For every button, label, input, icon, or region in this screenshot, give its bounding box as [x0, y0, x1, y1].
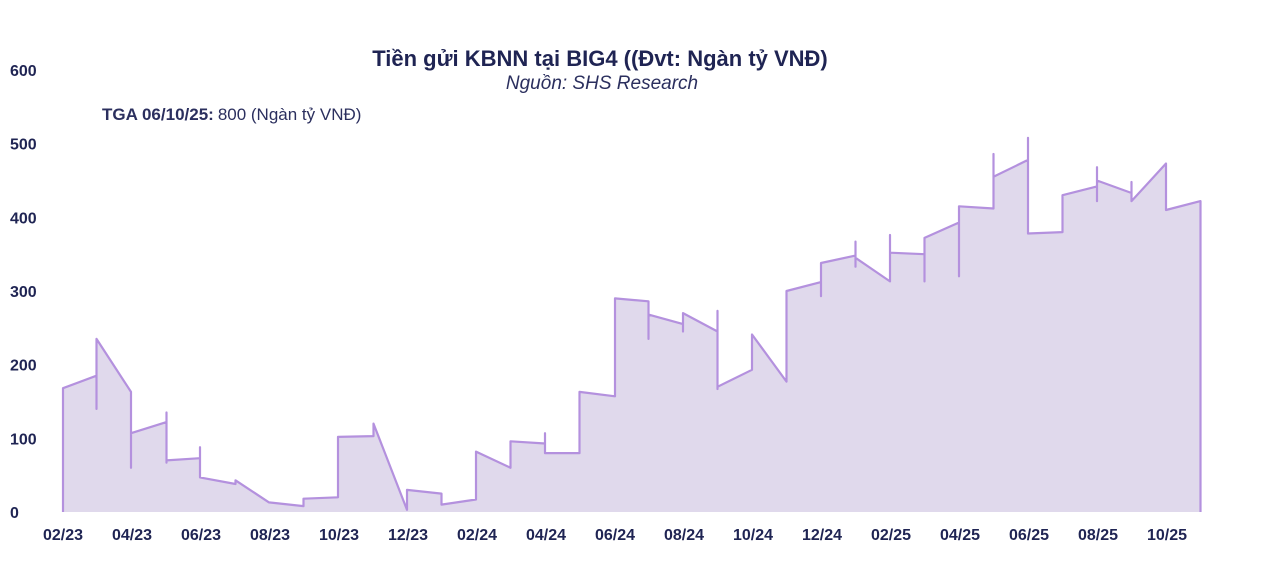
chart-title: Tiền gửi KBNN tại BIG4 ((Đvt: Ngàn tỷ VN…	[372, 46, 828, 71]
y-tick-label: 300	[10, 284, 37, 301]
x-tick-label: 10/23	[319, 527, 359, 544]
x-tick-label: 02/24	[457, 527, 497, 544]
x-tick-label: 06/23	[181, 527, 221, 544]
y-tick-label: 600	[10, 63, 37, 80]
x-tick-label: 04/24	[526, 527, 566, 544]
x-tick-label: 04/23	[112, 527, 152, 544]
x-tick-label: 10/25	[1147, 527, 1187, 544]
tga-annotation-value: 800 (Ngàn tỷ VNĐ)	[218, 105, 362, 124]
x-axis-ticks: 02/23 04/23 06/23 08/23 10/23 12/23 02/24 04/24…	[43, 527, 1187, 544]
plot-area	[61, 136, 1202, 513]
x-tick-label: 12/23	[388, 527, 428, 544]
x-tick-label: 04/25	[940, 527, 980, 544]
x-tick-label: 08/23	[250, 527, 290, 544]
y-tick-label: 200	[10, 358, 37, 375]
y-tick-label: 100	[10, 431, 37, 448]
series-line	[61, 136, 1202, 512]
x-tick-label: 12/24	[802, 527, 842, 544]
y-axis-ticks: 0 100 200 300 400 500 600	[10, 63, 37, 522]
tga-annotation-label: TGA 06/10/25:	[102, 105, 214, 124]
x-tick-label: 10/24	[733, 527, 773, 544]
x-tick-label: 06/25	[1009, 527, 1049, 544]
x-tick-label: 08/24	[664, 527, 704, 544]
x-tick-label: 02/23	[43, 527, 83, 544]
series-area-fill	[63, 137, 1201, 513]
y-tick-label: 400	[10, 210, 37, 227]
y-tick-label: 0	[10, 505, 19, 522]
x-tick-label: 02/25	[871, 527, 911, 544]
tga-annotation: TGA 06/10/25: 800 (Ngàn tỷ VNĐ)	[102, 105, 361, 124]
x-tick-label: 06/24	[595, 527, 635, 544]
y-tick-label: 500	[10, 137, 37, 154]
x-tick-label: 08/25	[1078, 527, 1118, 544]
chart-subtitle: Nguồn: SHS Research	[506, 73, 698, 94]
